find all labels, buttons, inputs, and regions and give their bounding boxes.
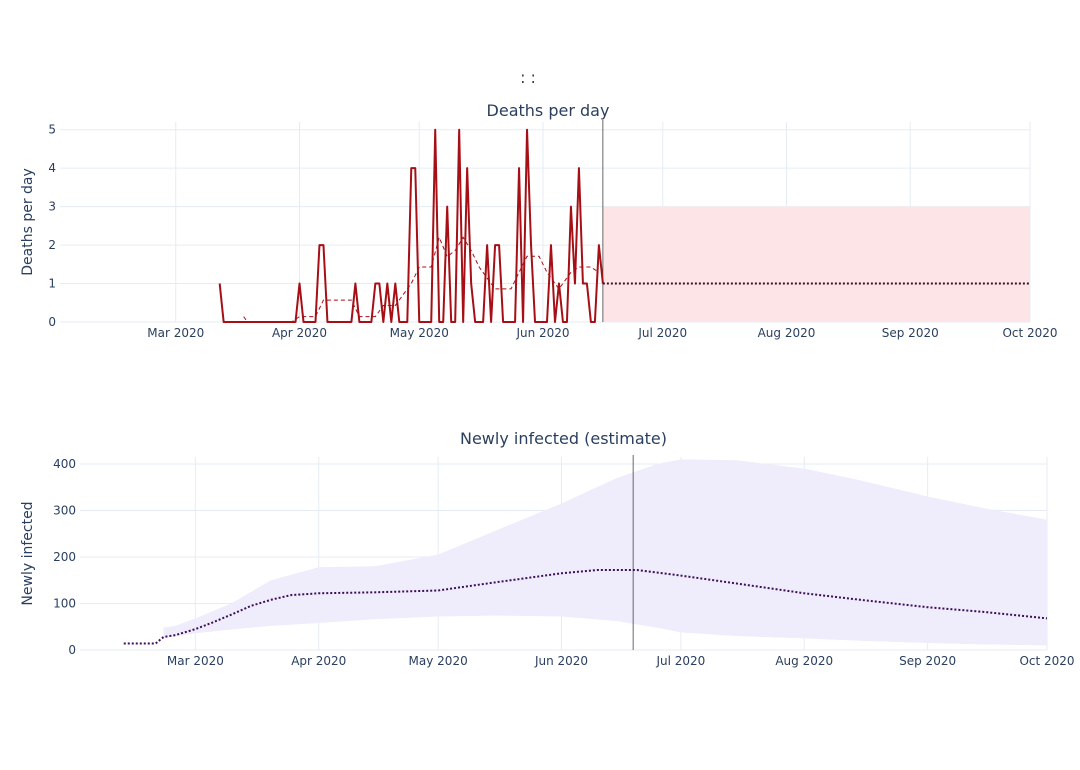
chart1-x-tick-label: Mar 2020 (147, 326, 204, 340)
chart2-y-tick-label: 200 (53, 550, 76, 564)
chart2-y-tick-label: 300 (53, 503, 76, 517)
chart1-series-rolling_mean (243, 235, 600, 323)
chart1-series-observed (218, 128, 604, 323)
forecast-band (602, 206, 1030, 322)
chart1-y-tick-label: 4 (48, 161, 56, 175)
chart2-x-tick-label: Sep 2020 (899, 654, 956, 668)
chart2-x-tick-label: Aug 2020 (775, 654, 833, 668)
chart1-y-tick-label: 0 (48, 315, 56, 329)
chart2-x-tick-label: Jul 2020 (655, 654, 705, 668)
chart1-x-tick-label: Oct 2020 (1002, 326, 1057, 340)
chart1-y-tick-label: 1 (48, 277, 56, 291)
chart2-x-tick-label: Oct 2020 (1019, 654, 1074, 668)
chart1-y-tick-label: 5 (48, 123, 56, 137)
chart2-y-tick-label: 400 (53, 457, 76, 471)
figure-title: : : (520, 68, 536, 87)
chart2-y-tick-label: 0 (68, 643, 76, 657)
chart1-title: Deaths per day (487, 101, 610, 120)
chart1-x-tick-label: Sep 2020 (882, 326, 939, 340)
chart1-x-tick-label: May 2020 (390, 326, 449, 340)
newly-infected-chart: Mar 2020 Apr 2020 May 2020 Jun 2020 Jul 2020… (20, 429, 1075, 668)
chart1-y-axis-label: Deaths per day (20, 168, 36, 276)
chart1-y-tick-label: 2 (48, 238, 56, 252)
chart1-y-tick-label: 3 (48, 200, 56, 214)
chart2-x-tick-label: Apr 2020 (291, 654, 346, 668)
chart2-x-tick-label: May 2020 (409, 654, 468, 668)
uncertainty-band (163, 459, 1048, 646)
chart1-x-tick-label: Jul 2020 (637, 326, 687, 340)
chart1-x-tick-label: Jun 2020 (515, 326, 569, 340)
chart2-y-tick-label: 100 (53, 596, 76, 610)
chart2-x-tick-label: Mar 2020 (167, 654, 224, 668)
chart2-x-tick-label: Jun 2020 (534, 654, 588, 668)
chart2-series-estimate (123, 569, 1048, 645)
chart2-y-axis-label: Newly infected (20, 501, 36, 605)
chart1-x-tick-label: Aug 2020 (758, 326, 816, 340)
deaths-per-day-chart: Mar 2020 Apr 2020 May 2020 Jun 2020 Jul 2020… (20, 101, 1058, 340)
chart2-title: Newly infected (estimate) (460, 429, 667, 448)
chart1-x-tick-label: Apr 2020 (272, 326, 327, 340)
